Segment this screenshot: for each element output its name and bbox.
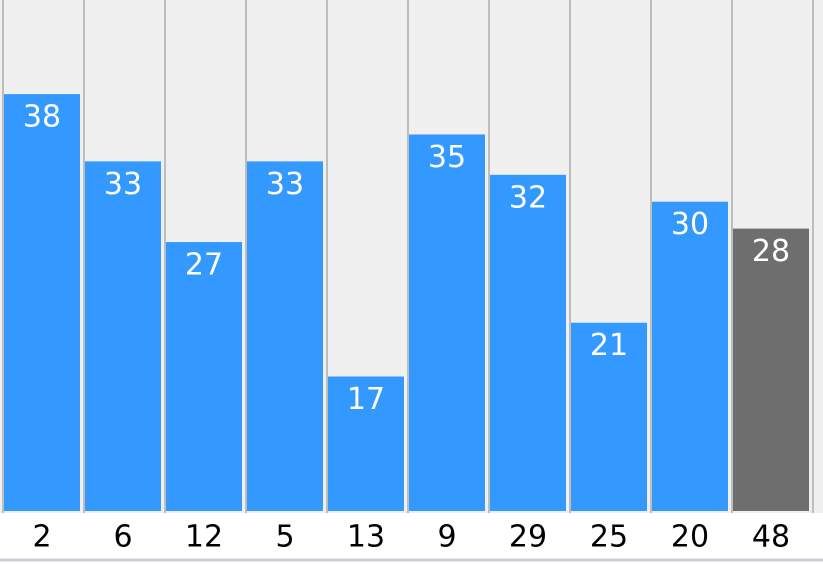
x-tick-label: 13 bbox=[347, 520, 385, 555]
value-label: 38 bbox=[23, 100, 61, 135]
bar bbox=[733, 228, 809, 511]
value-label: 21 bbox=[590, 328, 628, 363]
value-label: 32 bbox=[509, 180, 547, 215]
x-tick-label: 9 bbox=[437, 520, 456, 555]
x-tick-label: 5 bbox=[275, 520, 294, 555]
x-tick-label: 48 bbox=[752, 520, 790, 555]
x-tick-label: 20 bbox=[671, 520, 709, 555]
bar bbox=[652, 201, 728, 512]
value-label: 28 bbox=[752, 234, 790, 269]
value-label: 33 bbox=[266, 167, 304, 202]
x-tick-label: 6 bbox=[113, 520, 132, 555]
bar bbox=[4, 94, 80, 511]
value-label: 27 bbox=[185, 248, 223, 283]
bar bbox=[166, 242, 242, 512]
bar bbox=[409, 134, 485, 511]
label-strip bbox=[0, 513, 823, 560]
bar bbox=[490, 174, 566, 511]
x-tick-label: 29 bbox=[509, 520, 547, 555]
value-label: 17 bbox=[347, 382, 385, 417]
value-label: 35 bbox=[428, 140, 466, 175]
bar bbox=[85, 161, 161, 512]
bar bbox=[571, 322, 647, 511]
x-tick-label: 2 bbox=[32, 520, 51, 555]
x-tick-label: 12 bbox=[185, 520, 223, 555]
bar bbox=[247, 161, 323, 512]
value-label: 30 bbox=[671, 207, 709, 242]
x-tick-label: 25 bbox=[590, 520, 628, 555]
bar bbox=[328, 376, 404, 511]
value-label: 33 bbox=[104, 167, 142, 202]
